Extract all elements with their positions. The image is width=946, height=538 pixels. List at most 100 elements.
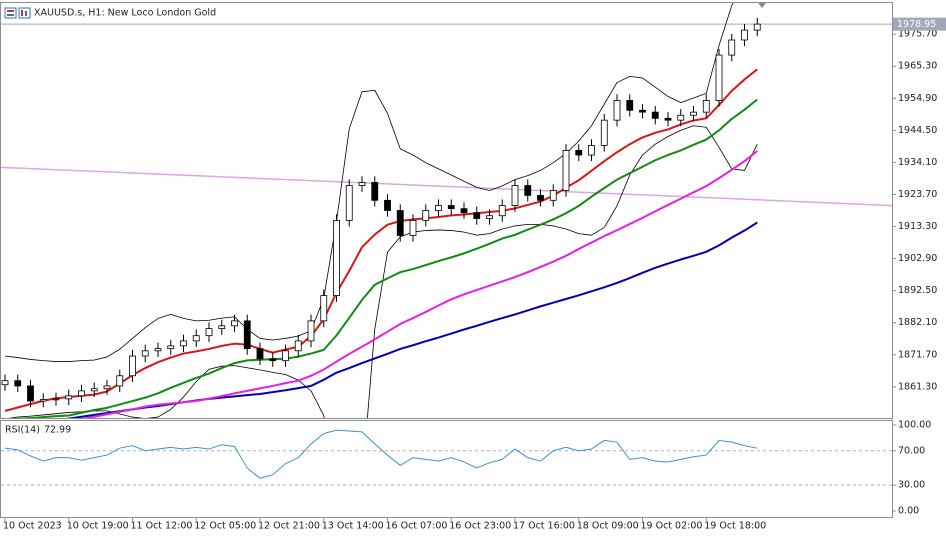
y-tick-label: 70.00: [898, 445, 925, 456]
x-tick-label: 11 Oct 12:00: [131, 521, 193, 532]
icon: [25, 11, 27, 16]
icon: [7, 10, 14, 12]
candle-body: [575, 149, 583, 156]
y-tick-label: 1965.30: [898, 61, 937, 72]
candle-body: [90, 388, 98, 392]
candle-body: [524, 185, 532, 196]
trend-line: [1, 166, 892, 207]
candle-body: [307, 320, 315, 342]
indicator-value: 72.99: [44, 425, 71, 436]
candle-body: [345, 185, 353, 221]
icon: [21, 10, 23, 16]
candle-body: [103, 385, 111, 390]
icon: [18, 7, 31, 19]
candle-body: [651, 111, 659, 119]
indicator-line: [4, 3, 734, 362]
y-tick-label: 1923.70: [898, 189, 937, 200]
candle-body: [231, 320, 238, 327]
candle-body: [511, 185, 519, 206]
candle-body: [384, 199, 391, 211]
candle-body: [639, 109, 646, 113]
candle-body: [116, 375, 124, 387]
candle-body: [498, 205, 506, 217]
candle-body: [409, 219, 417, 236]
candle-body: [141, 350, 149, 357]
candle-body: [256, 348, 264, 360]
x-tick-label: 12 Oct 21:00: [258, 521, 320, 532]
candle-body: [320, 295, 328, 322]
icon: [7, 14, 14, 16]
x-tick-label: 16 Oct 23:00: [449, 521, 511, 532]
indicator-line: [16, 98, 758, 418]
candle-body: [1, 380, 9, 386]
candle-body: [422, 210, 430, 221]
candle-body: [600, 119, 608, 146]
x-tick-label: 10 Oct 2023: [3, 521, 62, 532]
candle-body: [52, 398, 60, 401]
candle-body: [358, 182, 366, 186]
y-tick-label: 1861.30: [898, 381, 937, 392]
main-panel-frame: [0, 2, 893, 419]
candle-body: [690, 111, 697, 116]
candle-body: [447, 205, 455, 210]
y-tick-label: 1975.70: [898, 29, 937, 40]
candle-body: [65, 395, 73, 400]
candle-body: [205, 328, 213, 337]
shift-marker: [758, 3, 766, 8]
candle-body: [664, 117, 672, 121]
x-tick-label: 17 Oct 16:00: [513, 521, 575, 532]
candle-body: [562, 149, 570, 191]
x-tick-label: 19 Oct 02:00: [641, 521, 703, 532]
candle-body: [192, 335, 200, 342]
candle-body: [129, 355, 136, 377]
candle-body: [728, 39, 736, 56]
candle-body: [154, 348, 162, 352]
candle-body: [180, 340, 187, 347]
candle-body: [753, 23, 761, 31]
y-tick-label: 1902.90: [898, 253, 937, 264]
candle-body: [243, 320, 251, 350]
toolbar-icons: [4, 7, 31, 19]
indicator-line: [4, 68, 758, 412]
candle-body: [460, 208, 468, 214]
rsi-panel-frame: [0, 420, 893, 518]
x-tick-label: 12 Oct 05:00: [194, 521, 256, 532]
x-tick-label: 13 Oct 14:00: [322, 521, 384, 532]
candle-body: [741, 29, 748, 41]
candle-body: [715, 54, 723, 101]
y-tick-label: 1954.90: [898, 93, 937, 104]
y-tick-label: 1913.30: [898, 221, 937, 232]
indicator-label: RSI(14): [5, 425, 40, 436]
y-tick-label: 100.00: [898, 419, 931, 430]
y-tick-label: 1871.70: [898, 349, 937, 360]
candle-body: [218, 325, 226, 329]
candle-body: [282, 350, 289, 362]
candle-body: [473, 212, 481, 219]
y-tick-label: 1882.10: [898, 317, 937, 328]
candle-body: [677, 114, 685, 121]
icon: [4, 7, 17, 19]
candle-body: [613, 100, 621, 121]
candle-body: [588, 145, 595, 156]
y-tick-label: 0.00: [898, 505, 919, 516]
x-tick-label: 18 Oct 09:00: [577, 521, 639, 532]
candle-body: [537, 194, 544, 201]
candle-body: [78, 390, 85, 397]
candle-body: [333, 219, 340, 296]
x-tick-label: 19 Oct 18:00: [704, 521, 766, 532]
y-tick-label: 1934.10: [898, 157, 937, 168]
indicator-line: [82, 150, 758, 418]
y-tick-label: 1944.50: [898, 125, 937, 136]
x-tick-label: 10 Oct 19:00: [67, 521, 129, 532]
candle-body: [371, 182, 379, 201]
candle-body: [167, 345, 175, 350]
candle-body: [294, 340, 302, 352]
rsi-line: [4, 429, 758, 479]
candle-body: [396, 210, 404, 236]
candle-body: [14, 380, 22, 387]
candle-body: [549, 190, 557, 201]
candle-body: [702, 100, 710, 113]
candle-body: [486, 215, 493, 219]
